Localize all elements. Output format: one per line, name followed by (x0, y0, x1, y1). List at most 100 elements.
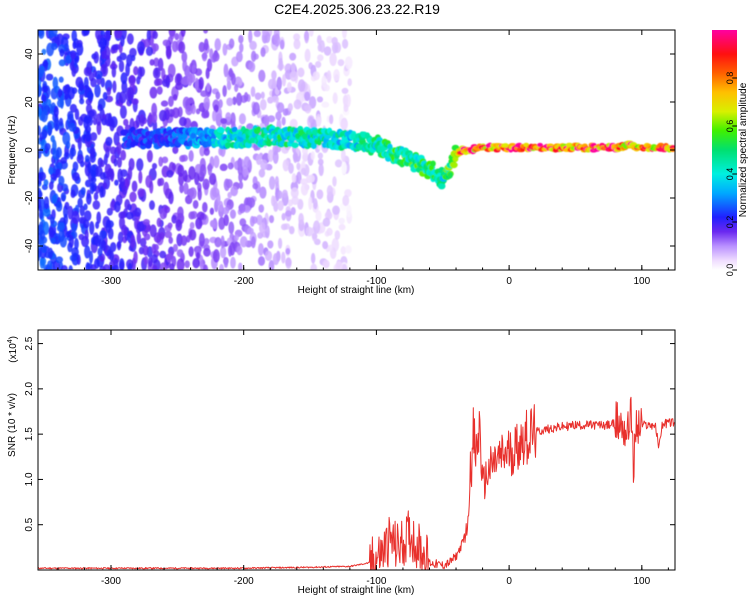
spectrogram-cell (78, 233, 85, 241)
spectrogram-cell (67, 86, 75, 100)
spectrogram-cell (236, 92, 243, 106)
spectrogram-cell (38, 30, 45, 39)
spectrogram-cell (219, 246, 227, 259)
spectrogram-cell (198, 233, 205, 247)
spectrogram-cell (160, 100, 169, 107)
spectrogram-cell (286, 81, 292, 93)
spectrogram-cell (152, 264, 158, 270)
spectrogram-cell (109, 266, 115, 270)
spectrogram-cell (230, 186, 239, 197)
spectrogram-cell (203, 30, 208, 34)
snr-frame (37, 329, 676, 571)
snr-series-line (38, 396, 675, 570)
spectrogram-cell (124, 199, 131, 210)
spectrogram-cell (338, 223, 346, 231)
spectrogram-cell (90, 264, 97, 270)
spectrogram-cell (346, 204, 352, 218)
spectrogram-cell (119, 260, 125, 270)
spectrogram-cell (90, 132, 98, 141)
spectrogram-cell (333, 69, 340, 82)
spectrogram-y-tick-label: 40 (24, 48, 35, 60)
spectrogram-cell (87, 90, 94, 101)
spectrogram-cell (178, 41, 186, 54)
spectrogram-cell (192, 199, 199, 209)
spectrogram-cell (225, 112, 232, 122)
spectrogram-cell (326, 185, 334, 197)
spectrogram-cell (107, 227, 114, 240)
spectrogram-cell (188, 187, 197, 200)
spectrogram-cell (86, 193, 92, 205)
spectrogram-cell (58, 229, 65, 242)
spectrogram-cell (322, 259, 330, 268)
spectrogram-cell (195, 217, 203, 230)
spectrogram-cell (148, 256, 153, 268)
spectrogram-cell (117, 231, 124, 244)
spectrogram-cell (229, 209, 236, 219)
spectrogram-cell (102, 264, 111, 270)
spectrogram-cell (195, 252, 201, 260)
spectrogram-cell (181, 51, 188, 63)
spectrogram-cell (121, 185, 128, 196)
spectrogram-cell (67, 110, 74, 120)
spectrogram-cell (96, 211, 102, 224)
spectrogram-cell (289, 70, 298, 82)
spectrogram-cell (38, 190, 43, 199)
spectrogram-cell (171, 40, 179, 53)
snr-x-tick-label: -100 (366, 576, 386, 587)
colorbar-ticks: 0.0 0.2 0.4 0.6 0.8 (725, 72, 737, 277)
spectrogram-cell (267, 149, 274, 162)
spectrogram-cell (206, 82, 211, 93)
spectrogram-cell (119, 91, 127, 104)
snr-x-tick-label: -200 (234, 576, 254, 587)
spectrogram-y-label: Frequency (Hz) (7, 116, 18, 185)
spectrogram-cell (271, 70, 277, 80)
spectrogram-cell (238, 34, 244, 44)
spectrogram-cell (341, 87, 349, 95)
spectrogram-cell (273, 33, 281, 47)
spectrogram-cell (257, 243, 264, 256)
spectrogram-cell (159, 250, 167, 259)
spectrogram-cell (220, 235, 225, 249)
colorbar-tick-label: 0.0 (725, 264, 735, 277)
spectrogram-cell (125, 62, 130, 77)
spectrogram-cell (55, 168, 61, 178)
spectrogram-cell (315, 210, 322, 222)
spectrogram-cell (199, 164, 207, 178)
spectrogram-x-tick-label: 100 (633, 276, 650, 287)
spectrogram-cell (52, 148, 57, 160)
spectrogram-cell (234, 83, 239, 93)
spectrogram-ridge-cell (291, 142, 299, 149)
spectrogram-cell (281, 189, 288, 198)
spectrogram-cell (338, 217, 345, 225)
spectrogram-cell (97, 103, 103, 112)
spectrogram-cell (155, 78, 163, 86)
spectrogram-cell (198, 76, 204, 90)
spectrogram-cell (205, 110, 210, 119)
spectrogram-cell (109, 118, 115, 132)
spectrogram-cell (284, 210, 292, 217)
spectrogram-ridge-cell (310, 142, 318, 150)
spectrogram-cell (274, 145, 282, 153)
spectrogram-cell (201, 52, 208, 60)
spectrogram-cell (116, 55, 122, 62)
spectrogram-cell (226, 74, 231, 85)
spectrogram-cell (261, 30, 268, 36)
spectrogram-cell (158, 156, 164, 167)
spectrogram-cell (342, 195, 350, 207)
spectrogram-cell (38, 68, 44, 78)
spectrogram-cell (334, 159, 343, 168)
figure-title: C2E4.2025.306.23.22.R19 (274, 1, 440, 17)
spectrogram-cell (223, 258, 229, 268)
spectrogram-cell (214, 237, 222, 248)
spectrogram-cell (151, 111, 158, 124)
spectrogram-cell (304, 48, 311, 63)
spectrogram-cell (293, 151, 298, 164)
spectrogram-cell (105, 136, 113, 146)
spectrogram-cell (167, 222, 173, 229)
snr-x-label: Height of straight line (km) (298, 585, 415, 596)
spectrogram-cell (74, 238, 79, 250)
spectrogram-cell (139, 237, 147, 248)
spectrogram-cell (308, 196, 313, 210)
spectrogram-cell (198, 41, 206, 53)
spectrogram-cell (42, 207, 51, 217)
